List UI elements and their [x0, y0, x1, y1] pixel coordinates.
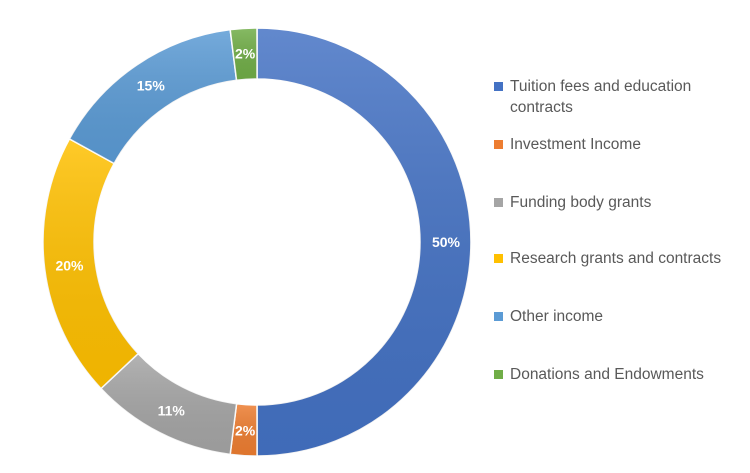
data-label: 11% — [158, 402, 186, 418]
data-label: 2% — [235, 45, 256, 61]
legend-swatch — [494, 198, 503, 207]
legend-label: Other income — [510, 308, 604, 325]
legend-label: Investment Income — [510, 136, 641, 153]
data-label: 2% — [235, 423, 256, 439]
slice-other-income — [68, 28, 238, 165]
slice-research-grants-and-contracts — [42, 137, 140, 390]
legend-swatch — [494, 254, 503, 263]
legend-swatch — [494, 140, 503, 149]
legend-swatch — [494, 82, 503, 91]
slice-donations-and-endowments — [229, 27, 258, 82]
legend-label: Research grants and contracts — [510, 250, 722, 267]
slice-tuition-fees-and-education-contracts — [256, 27, 472, 457]
legend-swatch — [494, 370, 503, 379]
legend-swatch — [494, 312, 503, 321]
data-label: 50% — [432, 234, 461, 250]
data-label: 15% — [137, 78, 166, 94]
legend-label: Tuition fees and education contracts — [510, 78, 692, 116]
legend-label: Funding body grants — [510, 194, 652, 211]
legend-label: Donations and Endowments — [510, 366, 704, 383]
data-label: 20% — [55, 258, 84, 274]
